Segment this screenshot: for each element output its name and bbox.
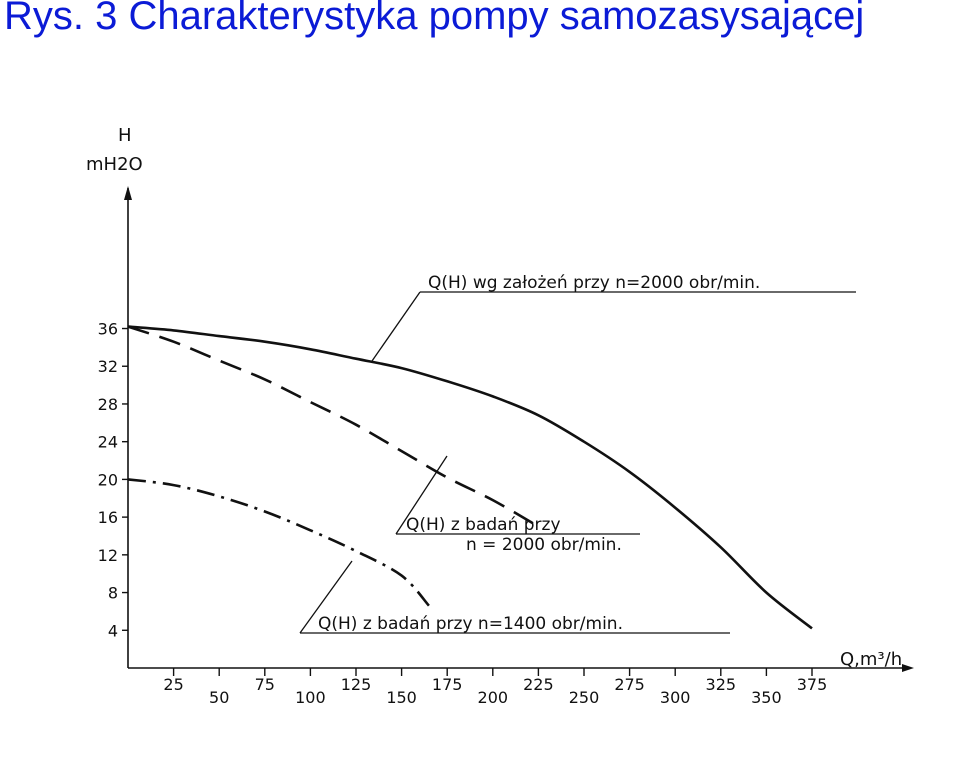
series-layer — [127, 325, 813, 630]
x-tick-label: 225 — [523, 675, 554, 694]
x-tick-label: 100 — [295, 688, 326, 707]
x-tick-label: 175 — [432, 675, 463, 694]
x-tick-label: 350 — [751, 688, 782, 707]
x-tick-label: 375 — [797, 675, 828, 694]
annotation-leader — [299, 560, 353, 634]
annotation-design-2000: Q(H) wg założeń przy n=2000 obr/min. — [371, 273, 856, 362]
series-line-1 — [127, 325, 813, 630]
y-tick-label: 24 — [98, 433, 118, 452]
y-tick-label: 36 — [98, 320, 118, 339]
x-axis-label: Q,m³/h — [840, 649, 902, 670]
annotation-text-line2: n = 2000 obr/min. — [466, 535, 622, 555]
y-tick-label: 28 — [98, 395, 118, 414]
x-tick-label: 275 — [614, 675, 645, 694]
annotation-test-2000: Q(H) z badań przy n = 2000 obr/min. — [395, 455, 640, 555]
y-tick-label: 20 — [98, 470, 118, 489]
y-tick-label: 32 — [98, 357, 118, 376]
y-tick-label: 4 — [108, 621, 118, 640]
x-tick-label: 150 — [386, 688, 417, 707]
annotation-leader — [395, 455, 448, 535]
y-ticks: 4 8 12 16 20 24 28 32 36 — [98, 320, 128, 640]
x-tick-label: 200 — [478, 688, 509, 707]
y-tick-label: 12 — [98, 546, 118, 565]
series-line-2 — [127, 325, 540, 528]
y-axis-unit: mH2O — [86, 154, 143, 175]
x-tick-label: 300 — [660, 688, 691, 707]
annotation-text: Q(H) wg założeń przy n=2000 obr/min. — [428, 273, 760, 293]
x-tick-label: 125 — [341, 675, 372, 694]
x-tick-label: 75 — [255, 675, 275, 694]
annotation-text-line1: Q(H) z badań przy — [406, 515, 561, 535]
axes — [124, 186, 914, 672]
y-axis-arrow — [124, 186, 132, 200]
x-axis-arrow — [902, 664, 914, 672]
annotation-leader — [371, 291, 421, 362]
y-tick-label: 8 — [108, 584, 118, 603]
series-line-3 — [127, 478, 430, 607]
y-axis-label: H — [118, 125, 132, 146]
x-tick-label: 50 — [209, 688, 229, 707]
annotation-test-1400: Q(H) z badań przy n=1400 obr/min. — [299, 560, 730, 634]
x-tick-label: 250 — [569, 688, 600, 707]
x-ticks: 25 75 125 175 225 275 325 375 50 100 150 200 250 300 3… — [163, 668, 827, 707]
annotation-text: Q(H) z badań przy n=1400 obr/min. — [318, 614, 623, 634]
x-tick-label: 325 — [706, 675, 737, 694]
x-tick-label: 25 — [163, 675, 183, 694]
y-tick-label: 16 — [98, 508, 118, 527]
page-title: Rys. 3 Charakterystyka pompy samozasysaj… — [4, 0, 865, 38]
